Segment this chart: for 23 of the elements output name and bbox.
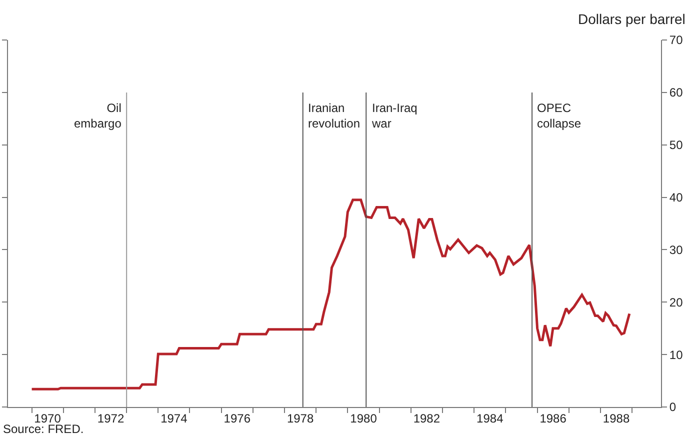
y-tick-label: 60 [669, 86, 684, 100]
x-tick-label: 1982 [413, 411, 440, 426]
x-tick-label: 1984 [476, 411, 504, 426]
x-tick-label: 1972 [97, 411, 124, 426]
x-tick-label: 1978 [286, 411, 314, 426]
y-tick-label: 0 [669, 400, 676, 414]
y-tick-label: 20 [669, 295, 684, 310]
y-tick-label: 30 [669, 242, 684, 257]
y-axis-title: Dollars per barrel [578, 11, 686, 27]
y-tick-label: 10 [669, 348, 684, 362]
x-tick-label: 1974 [160, 411, 188, 426]
ref-line-label: Iranian revolution [308, 101, 360, 131]
x-tick-label: 1976 [224, 411, 251, 426]
x-tick-label: 1988 [602, 411, 630, 426]
y-tick-label: 50 [669, 138, 684, 152]
x-tick-label: 1986 [540, 411, 567, 426]
y-tick-label: 70 [669, 33, 684, 48]
line-series [30, 198, 631, 390]
x-tick-label: 1980 [350, 411, 378, 426]
ref-line-label: Iran-Iraq war [371, 101, 418, 131]
y-tick-label: 40 [669, 190, 684, 204]
ref-line-label: Oil embargo [74, 101, 122, 131]
ref-line-label: OPEC collapse [537, 101, 582, 131]
